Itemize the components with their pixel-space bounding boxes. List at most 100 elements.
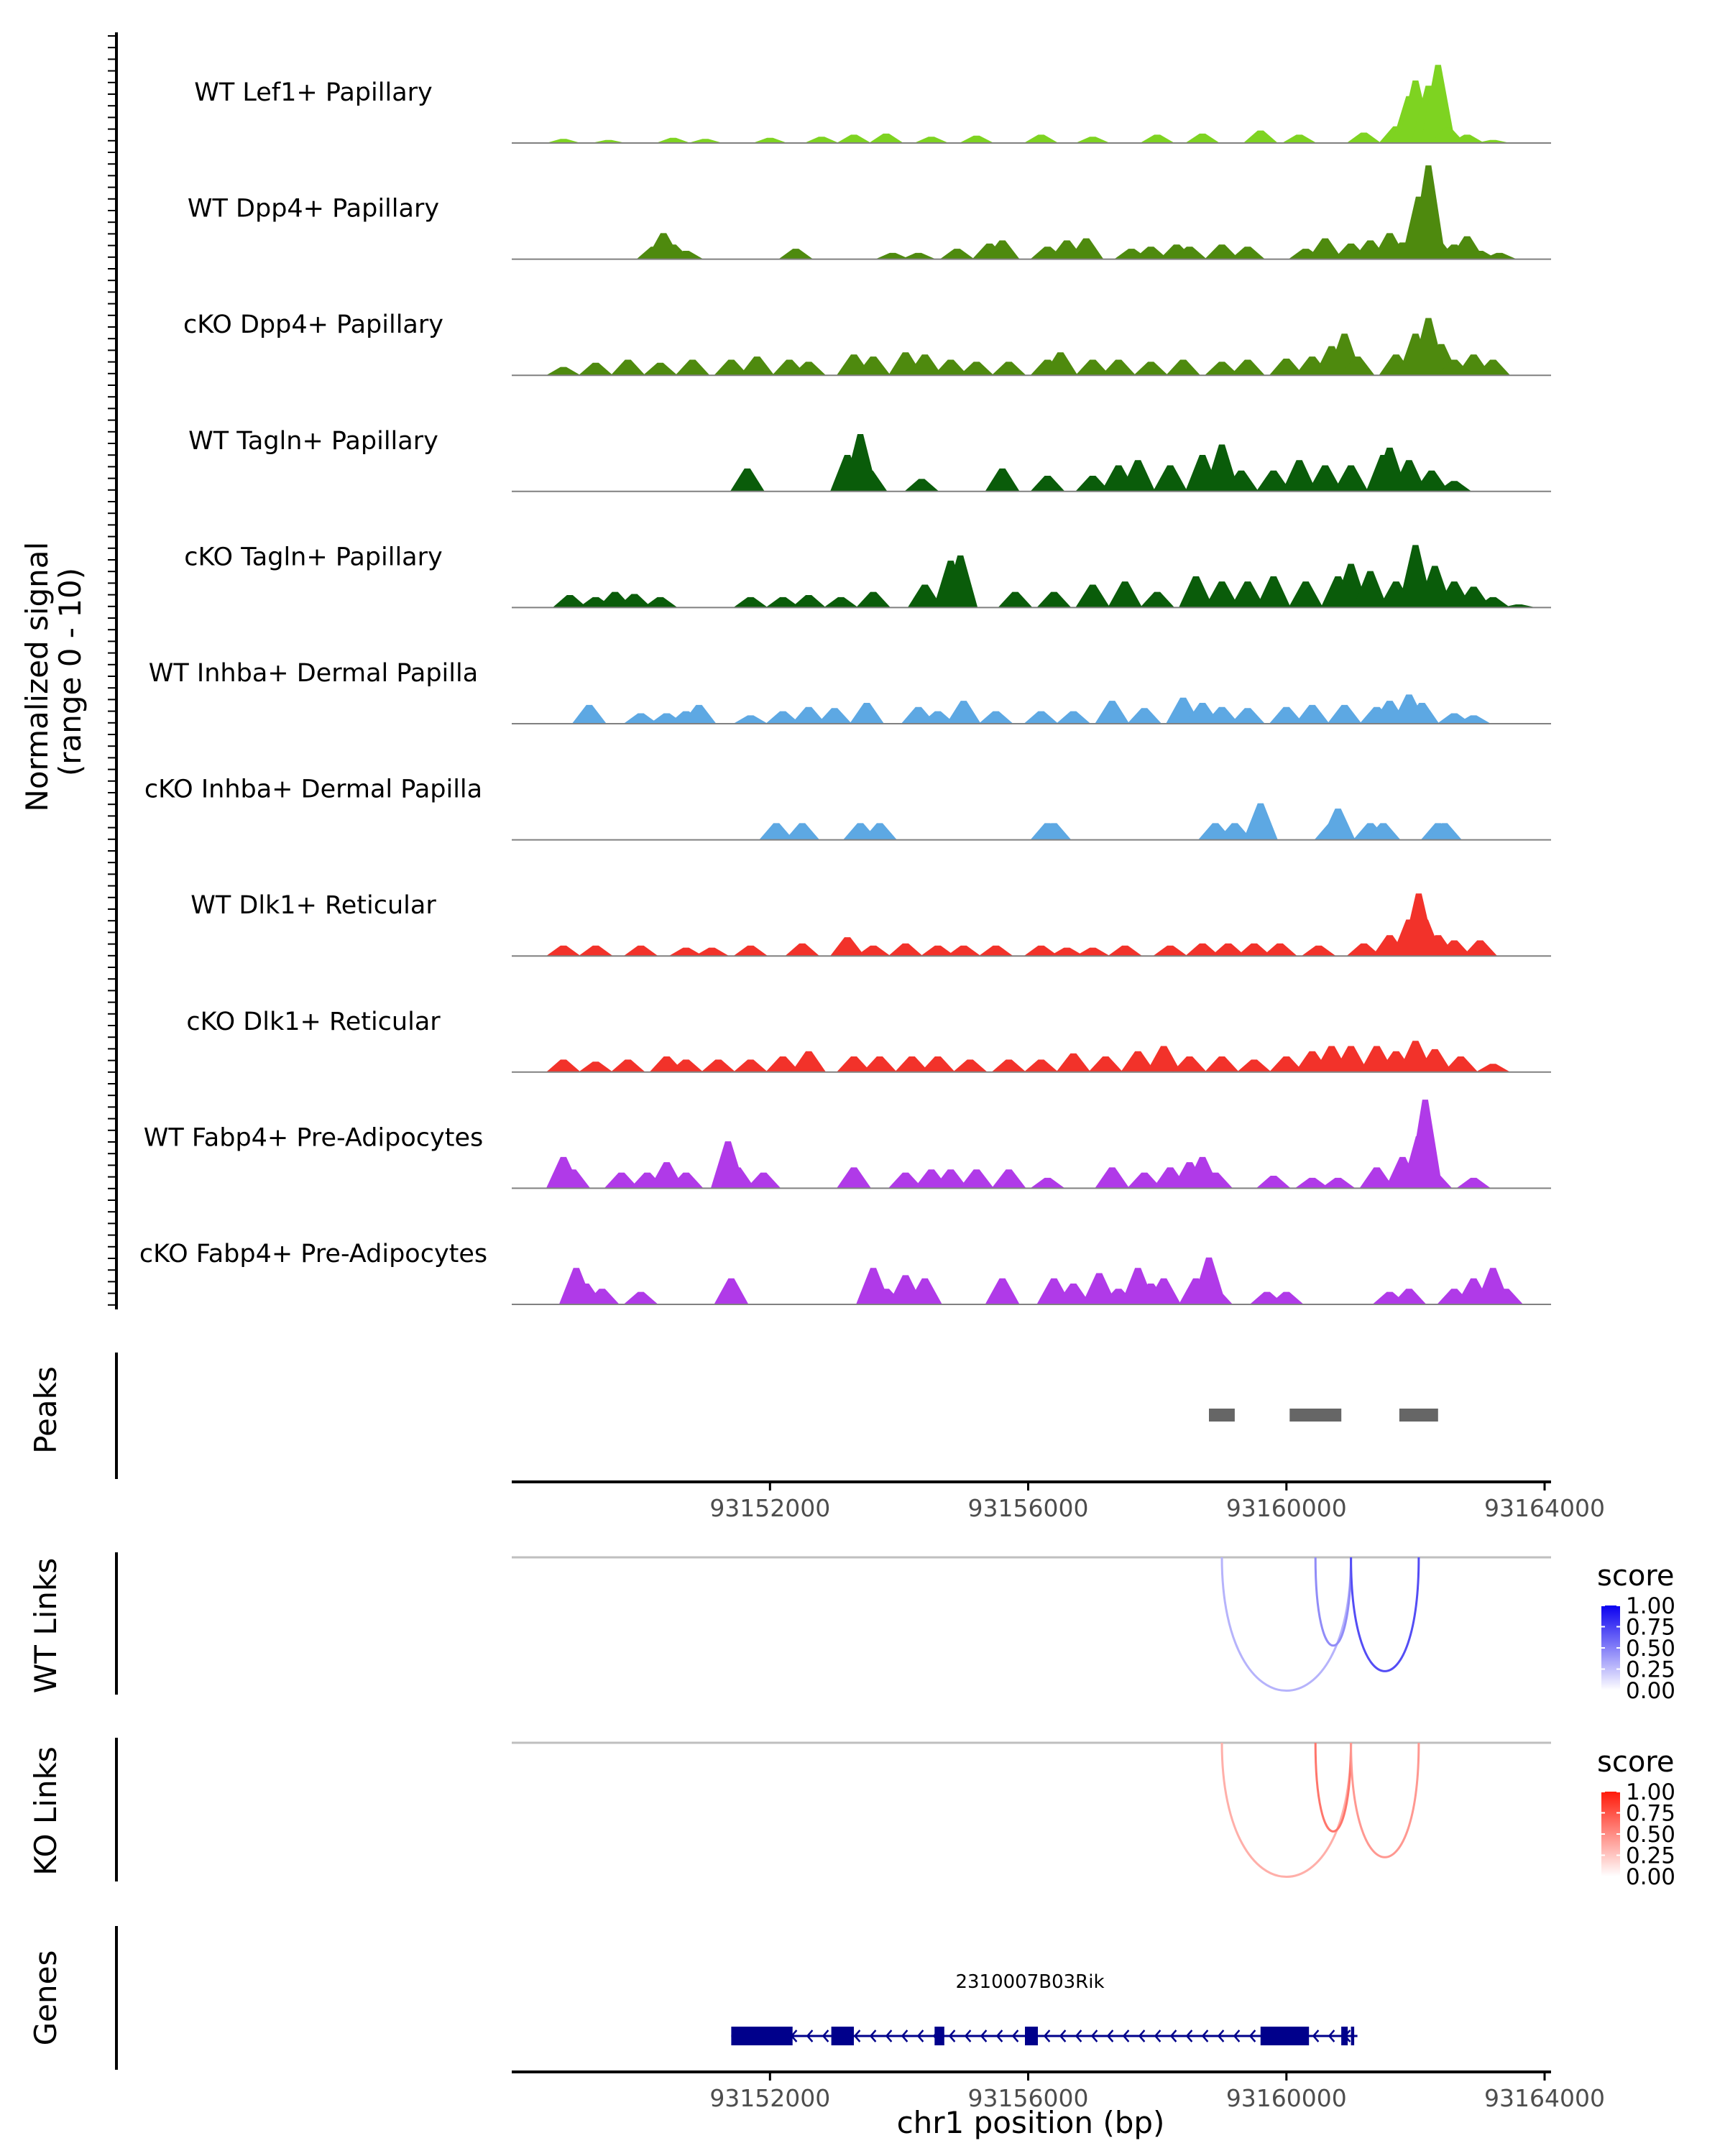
coverage-peak: [939, 249, 975, 259]
strand-arrow: [885, 2030, 893, 2042]
track-label: WT Lef1+ Papillary: [194, 78, 433, 107]
coverage-peak: [1049, 947, 1085, 957]
track-label: WT Dpp4+ Papillary: [188, 195, 439, 224]
coverage-peak: [701, 1059, 736, 1072]
coverage-peak: [584, 1289, 620, 1304]
coverage-peak: [1501, 604, 1537, 608]
coverage-peak: [765, 711, 801, 724]
x-axis-bottom: 93152000 93156000 93160000 93164000: [512, 2070, 1605, 2112]
wt-links-label: WT Links: [28, 1558, 63, 1693]
coverage-peak: [791, 361, 827, 376]
coverage-peak: [907, 354, 942, 376]
coverage-peak: [1075, 584, 1110, 608]
y-label-line-1: Normalized signal: [19, 542, 55, 812]
coverage-peak: [1256, 576, 1291, 608]
coverage-peak: [1346, 132, 1381, 143]
coverage-peak: [914, 137, 949, 143]
coverage-peak: [714, 359, 749, 376]
strand-arrow: [916, 2030, 924, 2042]
coverage-peak: [946, 945, 981, 957]
strand-arrow: [1185, 2030, 1193, 2042]
coverage-peak: [1179, 576, 1213, 608]
strand-arrow: [853, 2030, 861, 2042]
gene-name-label: 2310007B03Rik: [955, 1971, 1104, 1993]
coverage-peak: [1333, 1046, 1368, 1072]
coverage-peak: [1030, 476, 1065, 492]
track-label: WT Dlk1+ Reticular: [190, 891, 436, 920]
strand-arrow: [1154, 2030, 1162, 2042]
coverage-peak: [1327, 704, 1362, 724]
coverage-peak: [1236, 943, 1271, 957]
strand-arrow: [980, 2030, 988, 2042]
coverage-peak: [1414, 470, 1449, 492]
track-label: cKO Dlk1+ Reticular: [186, 1008, 441, 1036]
legend-tick-label: 0.75: [1626, 1801, 1675, 1827]
coverage-peak: [1101, 359, 1136, 376]
coverage-peak: [1353, 571, 1388, 608]
coverage-peak: [1282, 134, 1317, 143]
coverage-peak: [668, 251, 704, 259]
coverage-peak: [1036, 823, 1072, 840]
coverage-track: [512, 1257, 1551, 1305]
coverage-peak: [1205, 361, 1239, 376]
coverage-peak: [791, 1051, 827, 1072]
coverage-peak: [1043, 352, 1078, 376]
link-arc: [1350, 1742, 1420, 1858]
coverage-peak: [1346, 943, 1381, 957]
ko-links-panel: KO Links score 1.000.750.500.250.00: [28, 1738, 1675, 1890]
coverage-peak: [933, 359, 968, 376]
ko-legend-title: score: [1597, 1746, 1674, 1779]
coverage-track: [512, 803, 1551, 841]
track-label: cKO Inhba+ Dermal Papilla: [144, 775, 482, 804]
coverage-peak: [1230, 708, 1265, 724]
coverage-peak: [991, 1169, 1026, 1189]
coverage-peak: [1243, 130, 1278, 143]
x-tick-label: 93164000: [1484, 1494, 1605, 1522]
x-axis-title: chr1 position (bp): [897, 2105, 1165, 2140]
track-label: WT Fabp4+ Pre-Adipocytes: [144, 1123, 483, 1152]
wt-legend-title: score: [1597, 1560, 1674, 1593]
coverage-peak: [1108, 945, 1143, 957]
coverage-peak: [1133, 247, 1169, 259]
coverage-peak: [901, 252, 936, 259]
gene-exon: [831, 2027, 854, 2045]
coverage-peak: [765, 596, 801, 608]
coverage-peak: [656, 137, 691, 143]
coverage-peak: [733, 596, 768, 608]
track-label: WT Tagln+ Papillary: [188, 427, 438, 456]
coverage-peak: [985, 1278, 1020, 1304]
coverage-peak: [946, 701, 981, 724]
coverage-peak: [1437, 940, 1472, 957]
coverage-peak: [1256, 1176, 1291, 1189]
coverage-peak: [1307, 465, 1343, 492]
strand-arrow: [869, 2030, 877, 2042]
strand-arrow: [948, 2030, 956, 2042]
coverage-track: [512, 434, 1551, 492]
coverage-peak: [1262, 943, 1297, 957]
coverage-peak: [1121, 1051, 1156, 1072]
coverage-peak: [1282, 460, 1317, 492]
strand-arrow: [1169, 2030, 1177, 2042]
coverage-peak: [1443, 1056, 1478, 1072]
strand-arrow: [964, 2030, 972, 2042]
coverage-peak: [1205, 1056, 1239, 1072]
coverage-peak: [1392, 1289, 1427, 1304]
x-tick-label: 93164000: [1484, 2084, 1605, 2112]
coverage-peak: [1198, 1289, 1233, 1304]
coverage-peak: [1095, 1167, 1130, 1189]
coverage-peak: [591, 139, 626, 143]
strand-arrow: [1248, 2030, 1256, 2042]
strand-arrow: [1011, 2030, 1019, 2042]
coverage-peak: [1392, 460, 1427, 492]
coverage-peak: [888, 943, 923, 957]
gene-exon: [1341, 2027, 1348, 2045]
coverage-peak: [617, 594, 652, 608]
legend-tick-label: 0.50: [1626, 1822, 1675, 1848]
coverage-peak: [1340, 356, 1375, 376]
coverage-peak: [694, 947, 730, 957]
coverage-peak: [733, 945, 768, 957]
coverage-peak: [623, 713, 658, 724]
strand-arrow: [1059, 2030, 1067, 2042]
strand-arrow: [1312, 2030, 1320, 2042]
coverage-track: [512, 545, 1551, 609]
